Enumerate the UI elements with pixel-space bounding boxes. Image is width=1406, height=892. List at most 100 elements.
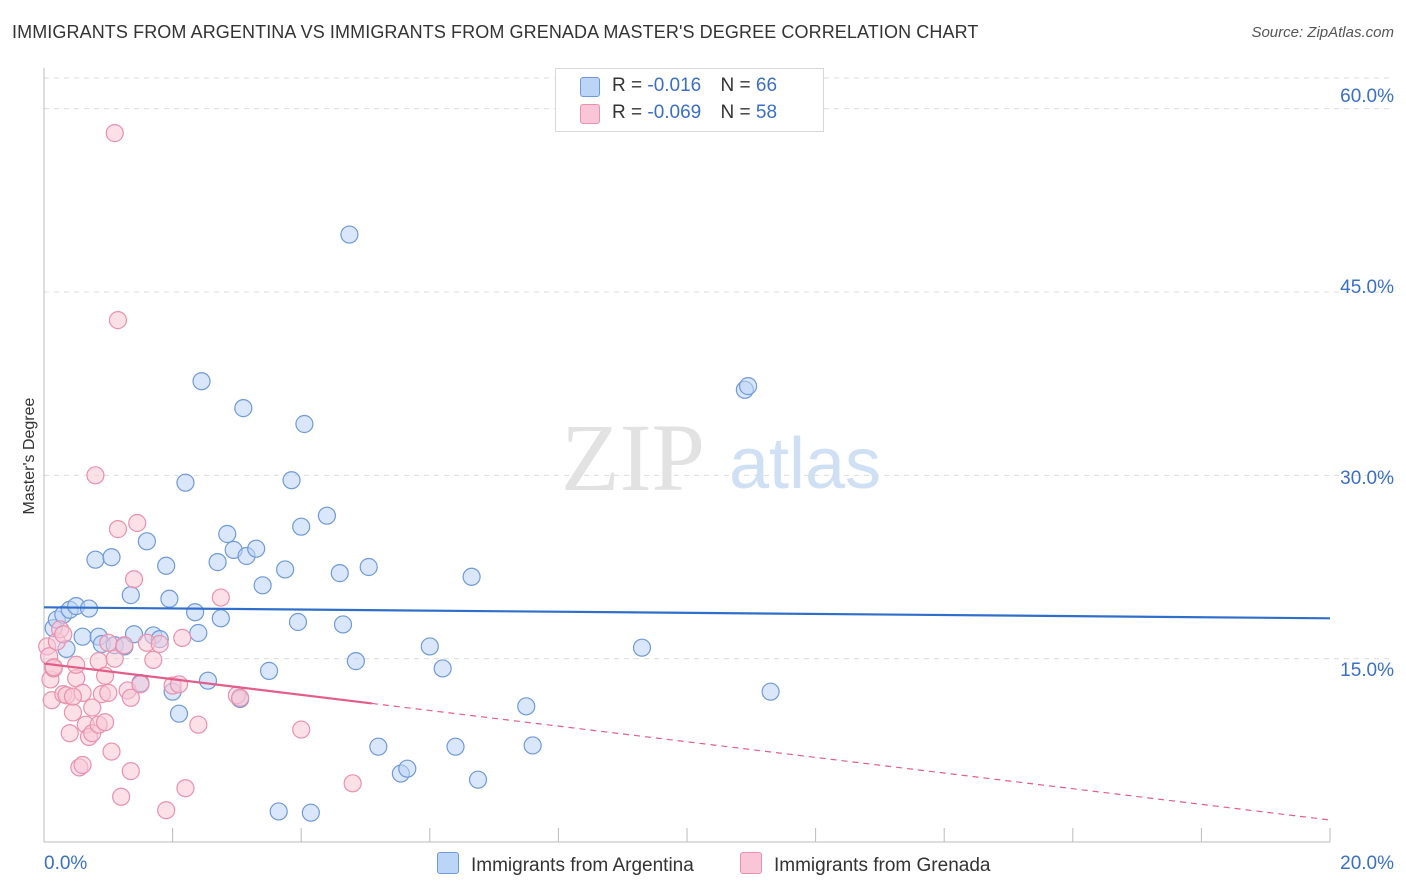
argentina-point xyxy=(517,697,536,716)
grenada-point xyxy=(124,570,144,589)
grenada-point xyxy=(60,724,79,743)
grenada-swatch xyxy=(740,852,762,874)
argentina-point xyxy=(208,553,227,572)
argentina-point xyxy=(468,770,488,789)
argentina-point xyxy=(198,671,218,690)
grenada-point xyxy=(105,124,124,143)
grenada-point xyxy=(343,774,362,793)
grenada-point xyxy=(63,687,83,706)
y-tick-label: 30.0% xyxy=(1340,468,1394,489)
argentina-point xyxy=(346,652,365,671)
grenada-point xyxy=(173,628,192,647)
grenada-point xyxy=(121,762,140,781)
n-label: N = xyxy=(720,102,756,123)
argentina-point xyxy=(211,609,230,628)
grenada-point xyxy=(99,683,118,702)
argentina-point xyxy=(295,414,314,434)
grenada-trend-line-solid xyxy=(43,662,373,705)
y-tick-label: 15.0% xyxy=(1340,660,1394,681)
watermark: ZIP atlas xyxy=(561,404,881,511)
argentina-point xyxy=(292,517,311,536)
argentina-point xyxy=(186,603,205,622)
argentina-point xyxy=(462,567,481,586)
grenada-point xyxy=(108,311,128,330)
y-tick-label: 60.0% xyxy=(1340,86,1394,107)
data-points xyxy=(38,124,780,822)
argentina-swatch xyxy=(437,852,459,874)
grenada-point xyxy=(292,720,311,739)
x-tick-label-max: 20.0% xyxy=(1340,853,1394,874)
argentina-point xyxy=(333,615,353,634)
argentina-point xyxy=(632,638,652,657)
y-tick-label: 45.0% xyxy=(1340,277,1394,298)
argentina-point xyxy=(137,532,156,551)
grenada-point xyxy=(95,713,115,732)
argentina-point xyxy=(761,682,780,701)
argentina-point xyxy=(73,627,92,646)
argentina-point xyxy=(398,759,417,778)
r-value: -0.016 xyxy=(647,75,702,96)
axes xyxy=(43,68,1331,843)
argentina-point xyxy=(301,803,320,822)
grenada-point xyxy=(115,636,134,655)
grenada-trend-line-dashed xyxy=(371,702,1331,821)
argentina-trend-line xyxy=(43,606,1331,620)
grenada-point xyxy=(54,625,73,644)
watermark-atlas: atlas xyxy=(729,424,881,504)
argentina-point xyxy=(160,589,179,608)
argentina-point xyxy=(369,737,388,756)
x-tick-label-min: 0.0% xyxy=(44,853,88,874)
argentina-point xyxy=(121,586,140,605)
grenada-point xyxy=(231,688,250,707)
argentina-point xyxy=(433,659,452,678)
grenada-point xyxy=(150,634,169,654)
grid-lines xyxy=(44,77,1390,660)
argentina-point xyxy=(157,556,176,575)
grenada-point xyxy=(63,703,83,722)
grenada-point xyxy=(73,755,92,775)
argentina-point xyxy=(234,399,253,418)
legend-label: Immigrants from Argentina xyxy=(471,855,694,876)
argentina-point xyxy=(282,471,301,490)
grenada-point xyxy=(112,787,131,806)
source-credit: Source: ZipAtlas.com xyxy=(1251,24,1394,41)
grenada-point xyxy=(144,650,163,669)
grenada-point xyxy=(105,649,124,668)
grenada-point xyxy=(157,801,176,820)
grenada-point xyxy=(131,675,150,694)
y-axis-label: Master's Degree xyxy=(21,397,38,515)
argentina-point xyxy=(192,372,211,391)
argentina-point xyxy=(288,612,308,632)
argentina-point xyxy=(102,548,121,567)
trend-lines xyxy=(43,606,1331,821)
watermark-zip: ZIP xyxy=(561,404,705,511)
argentina-point xyxy=(523,736,542,755)
argentina-point xyxy=(169,704,189,723)
chart-title: IMMIGRANTS FROM ARGENTINA VS IMMIGRANTS … xyxy=(12,22,979,42)
grenada-point xyxy=(121,688,140,707)
r-label: R = xyxy=(612,102,648,123)
argentina-point xyxy=(269,802,288,821)
grenada-point xyxy=(102,742,121,761)
argentina-point xyxy=(446,737,465,756)
argentina-point xyxy=(738,377,758,396)
bottom-legend-grenada: Immigrants from Grenada xyxy=(740,852,990,876)
argentina-point xyxy=(317,506,337,525)
argentina-point xyxy=(189,623,208,643)
legend-label: Immigrants from Grenada xyxy=(774,855,991,876)
argentina-swatch xyxy=(580,77,600,97)
grenada-point xyxy=(211,588,230,607)
argentina-point xyxy=(330,564,349,583)
r-label: R = xyxy=(612,75,648,96)
n-value: 66 xyxy=(755,75,778,96)
n-label: N = xyxy=(720,75,756,96)
grenada-point xyxy=(44,658,63,677)
grenada-point xyxy=(67,655,86,674)
grenada-point xyxy=(83,698,102,717)
argentina-point xyxy=(86,550,105,569)
stats-legend: R = -0.016 N = 66 R = -0.069 N = 58 xyxy=(555,68,824,132)
grenada-point xyxy=(128,513,147,533)
argentina-point xyxy=(218,524,237,544)
argentina-point xyxy=(176,473,195,492)
argentina-point xyxy=(253,576,272,595)
